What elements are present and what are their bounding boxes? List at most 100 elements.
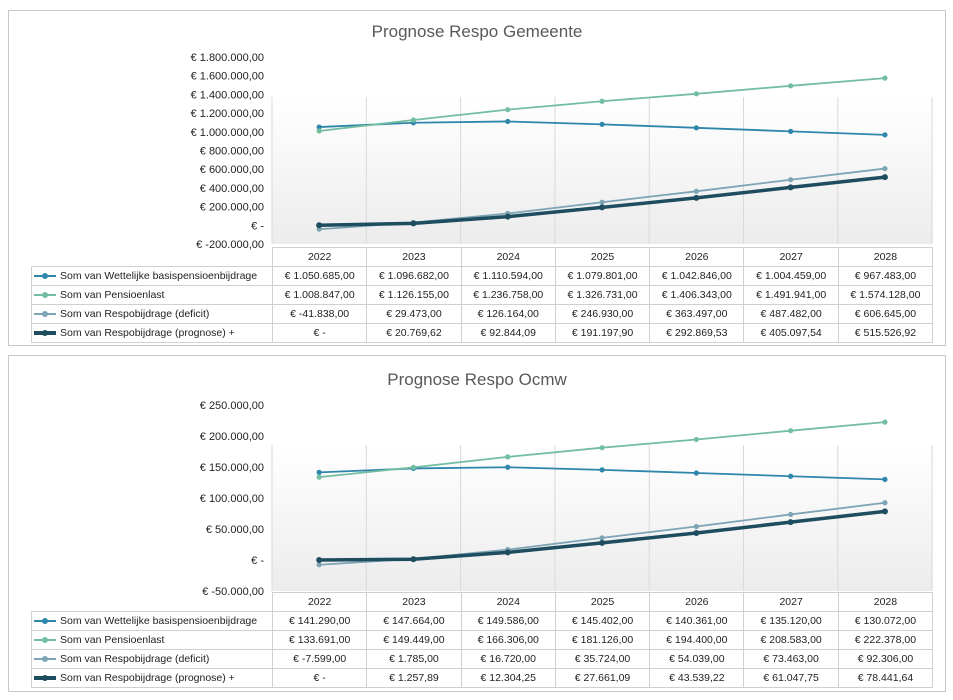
data-label: € 606.645,00 <box>837 304 934 324</box>
data-label: € 149.449,00 <box>366 630 462 650</box>
data-point <box>599 539 606 546</box>
y-tick-label: € 100.000,00 <box>200 493 264 505</box>
data-label: € 1.406.343,00 <box>649 285 745 305</box>
data-label: € 16.720,00 <box>460 649 556 669</box>
legend-key-icon <box>34 674 56 682</box>
data-label: € 222.378,00 <box>837 630 934 650</box>
data-point <box>505 107 511 113</box>
data-point <box>316 124 322 130</box>
x-tick-label: 2025 <box>554 592 651 612</box>
data-point <box>693 530 700 537</box>
data-point <box>410 117 417 123</box>
data-label: € 147.664,00 <box>366 611 462 631</box>
legend-entry: Som van Wettelijke basispensioenbijdrage <box>31 611 273 631</box>
data-point <box>599 98 605 104</box>
data-label: € 92.306,00 <box>837 649 934 669</box>
data-label: € 29.473,00 <box>366 304 462 324</box>
legend-key-icon <box>34 655 56 663</box>
data-label: € 133.691,00 <box>271 630 368 650</box>
legend-key-icon <box>34 329 56 337</box>
legend-entry: Som van Pensioenlast <box>31 630 273 650</box>
y-tick-label: € 1.600.000,00 <box>191 71 264 83</box>
data-point <box>316 557 323 563</box>
chart-title: Prognose Respo Ocmw <box>387 370 567 389</box>
data-point <box>599 121 605 127</box>
table-row: Som van Respobijdrage (prognose) + € - € 2… <box>31 323 934 343</box>
data-point <box>504 213 511 220</box>
plot-area: € 1.800.000,00 € 1.600.000,00 € 1.400.000,… <box>191 52 933 251</box>
y-tick-label: € 400.000,00 <box>200 183 264 195</box>
data-label: € 130.072,00 <box>837 611 934 631</box>
data-label: € 1.257,89 <box>366 668 462 688</box>
data-label: € 1.050.685,00 <box>271 266 368 286</box>
data-label: € 1.491.941,00 <box>743 285 839 305</box>
table-row: Som van Respobijdrage (deficit) € -7.599,… <box>31 649 934 669</box>
data-point <box>693 523 699 530</box>
data-label: € 292.869,53 <box>649 323 745 343</box>
data-point <box>788 511 794 518</box>
data-label: € 181.126,00 <box>554 630 651 650</box>
data-point <box>882 75 888 81</box>
data-point <box>505 454 511 460</box>
y-tick-label: € 50.000,00 <box>206 524 264 536</box>
legend-entry: Som van Respobijdrage (prognose) + <box>31 323 273 343</box>
data-label: € 73.463,00 <box>743 649 839 669</box>
data-label: € 1.126.155,00 <box>366 285 462 305</box>
data-point <box>410 464 417 470</box>
data-label: € 405.097,54 <box>743 323 839 343</box>
y-tick-label: € 1.400.000,00 <box>191 89 264 101</box>
table-row: Som van Respobijdrage (prognose) + € - € 1… <box>31 668 934 688</box>
data-point <box>505 118 511 125</box>
data-label: € 1.110.594,00 <box>460 266 556 286</box>
data-label: € 487.482,00 <box>743 304 839 324</box>
y-tick-label: € 1.800.000,00 <box>191 52 264 64</box>
data-point <box>599 535 605 541</box>
data-point <box>410 220 417 227</box>
data-point <box>316 474 322 480</box>
legend-key-icon <box>34 617 56 625</box>
data-table: 2022 2023 2024 2025 2026 2027 2028 Som van Wett… <box>31 592 934 688</box>
table-row: Som van Wettelijke basispensioenbijdrage… <box>31 611 934 631</box>
data-point <box>316 128 322 134</box>
x-tick-label: 2026 <box>649 247 745 267</box>
data-label: € -41.838,00 <box>271 304 368 324</box>
table-row: Som van Wettelijke basispensioenbijdrage… <box>31 266 934 286</box>
data-label: € 78.441,64 <box>837 668 934 688</box>
x-tick-label: 2024 <box>460 592 556 612</box>
data-point <box>787 519 794 526</box>
data-label: € 363.497,00 <box>649 304 745 324</box>
x-tick-label: 2023 <box>366 247 462 267</box>
table-row: Som van Pensioenlast € 1.008.847,00 € 1.12… <box>31 285 934 305</box>
y-tick-label: € 1.200.000,00 <box>191 108 264 120</box>
legend-entry: Som van Pensioenlast <box>31 285 273 305</box>
data-label: € 1.079.801,00 <box>554 266 651 286</box>
x-tick-label: 2025 <box>554 247 651 267</box>
data-label: € 1.004.459,00 <box>743 266 839 286</box>
data-label: € 967.483,00 <box>837 266 934 286</box>
data-point <box>505 464 511 470</box>
data-point <box>504 549 511 556</box>
legend-key-icon <box>34 636 56 644</box>
data-point <box>599 204 606 211</box>
y-tick-label: € 600.000,00 <box>200 164 264 176</box>
data-label: € 515.526,92 <box>837 323 934 343</box>
data-label: € 135.120,00 <box>743 611 839 631</box>
data-point <box>599 199 605 205</box>
data-label: € 43.539,22 <box>649 668 745 688</box>
data-label: € 35.724,00 <box>554 649 651 669</box>
data-label: € 20.769,62 <box>366 323 462 343</box>
y-tick-label: € 150.000,00 <box>200 462 264 474</box>
data-table: 2022 2023 2024 2025 2026 2027 2028 Som van Wett… <box>31 247 934 343</box>
data-point <box>410 556 417 563</box>
data-point <box>788 128 794 134</box>
x-tick-label: 2024 <box>460 247 556 267</box>
data-point <box>882 419 888 425</box>
legend-entry: Som van Respobijdrage (deficit) <box>31 649 273 669</box>
x-tick-label: 2022 <box>271 247 368 267</box>
data-point <box>693 125 699 131</box>
x-tick-label: 2028 <box>837 247 934 267</box>
data-point <box>788 83 794 89</box>
data-point <box>788 428 794 434</box>
data-label: € - <box>271 668 368 688</box>
data-label: € 1.096.682,00 <box>366 266 462 286</box>
